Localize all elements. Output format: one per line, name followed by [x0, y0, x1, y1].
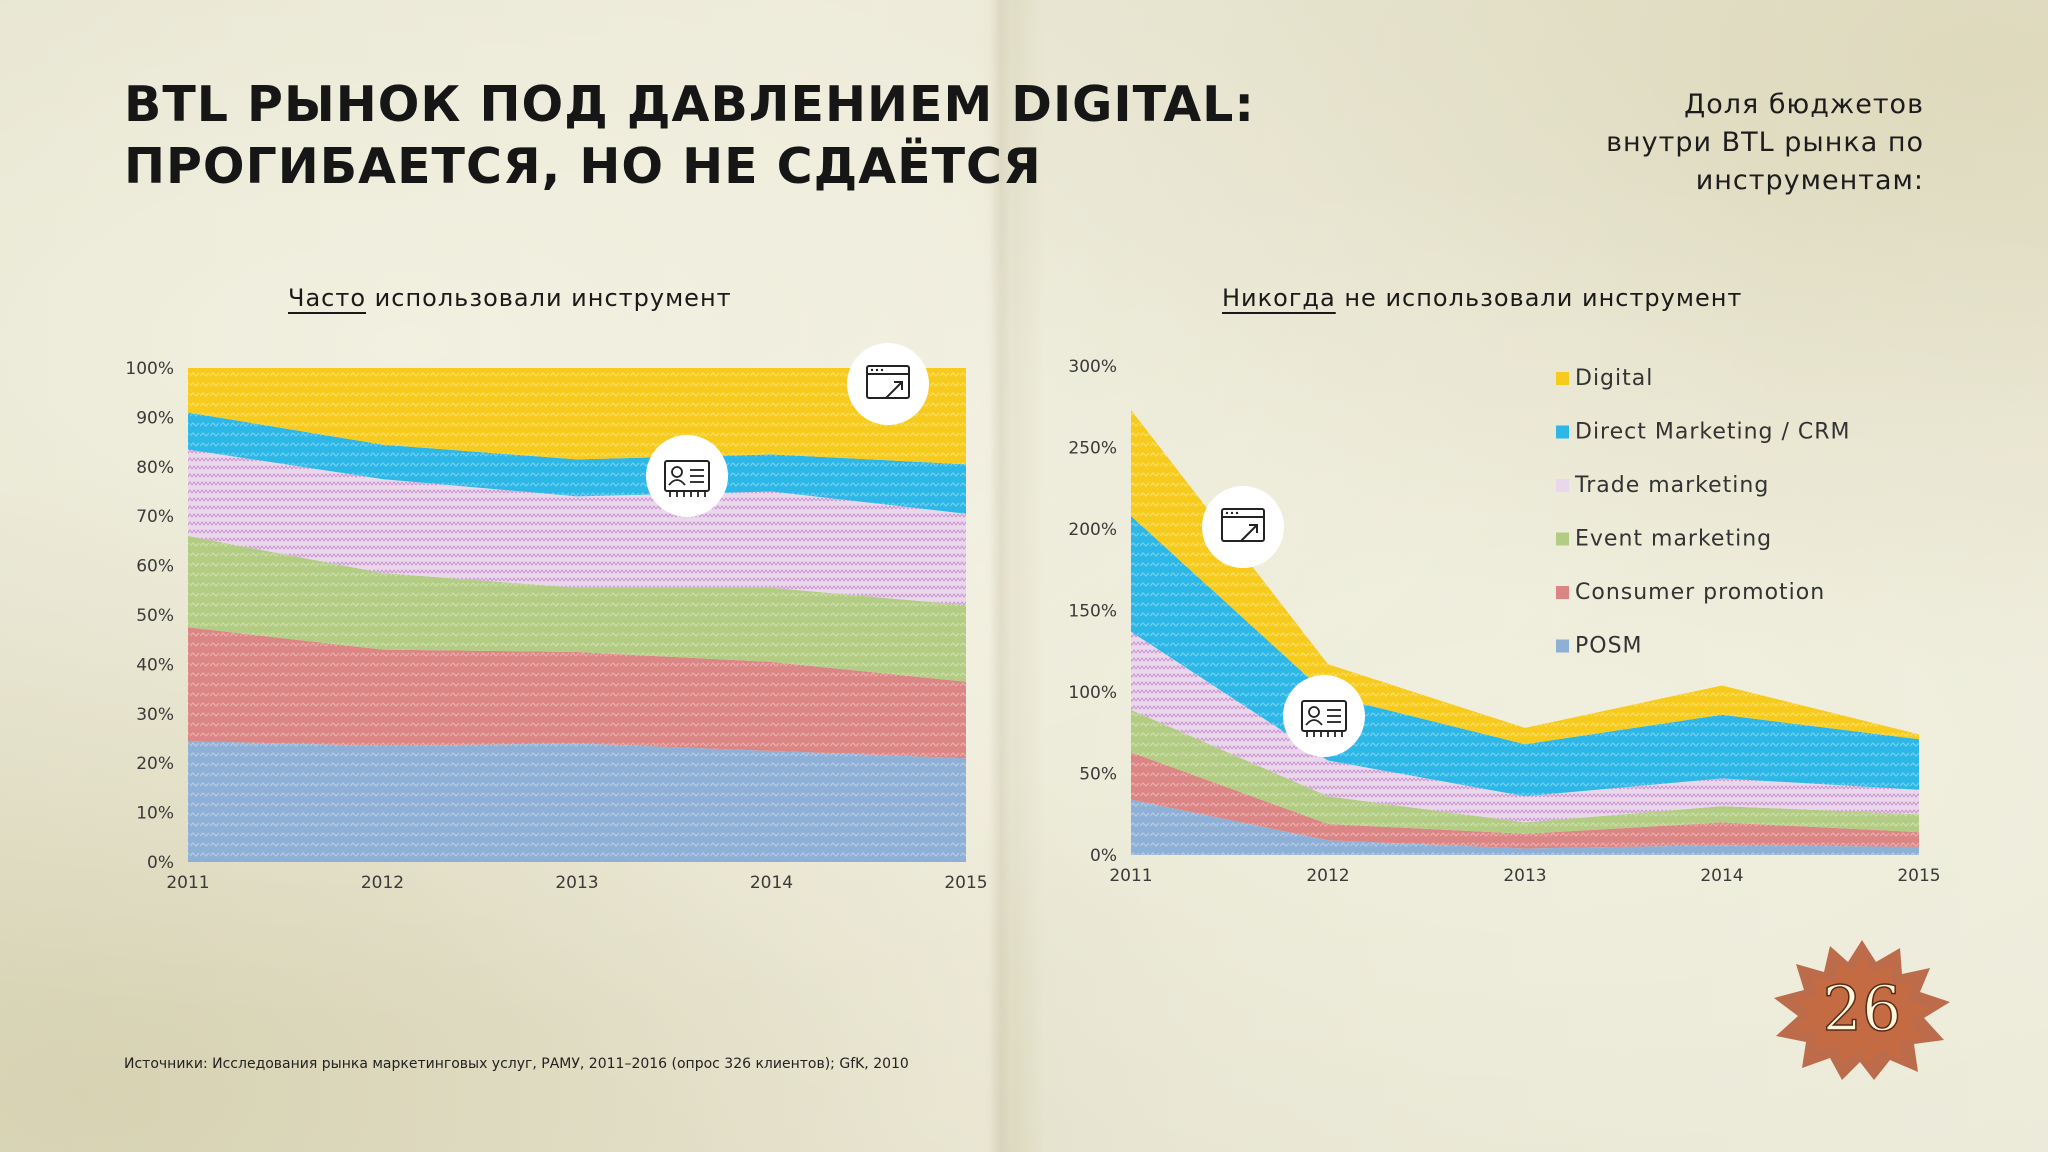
- left-xtick-label: 2011: [166, 873, 209, 893]
- left-xtick-label: 2015: [944, 873, 987, 893]
- title-line-2: ПРОГИБАЕТСЯ, НО НЕ СДАЁТСЯ: [124, 138, 1042, 195]
- legend-label-direct-marketing-crm: Direct Marketing / CRM: [1575, 420, 1851, 445]
- right-area-texture-trade-marketing: [1131, 631, 1919, 823]
- page-number: 26: [1823, 972, 1902, 1045]
- right-chart-title-emph: Никогда: [1222, 284, 1336, 312]
- legend-swatch-consumer-promotion: [1556, 586, 1569, 599]
- left-chart-title: Часто использовали инструмент: [288, 284, 732, 312]
- right-xtick-label: 2012: [1306, 866, 1349, 886]
- id-card-icon: [1283, 675, 1365, 757]
- legend-label-digital: Digital: [1575, 366, 1653, 391]
- legend-swatch-event-marketing: [1556, 532, 1569, 546]
- legend-swatch-direct-marketing-crm: [1556, 425, 1569, 439]
- right-chart-title-rest: не использовали инструмент: [1335, 284, 1743, 312]
- legend-label-trade-marketing: Trade marketing: [1574, 473, 1769, 498]
- left-ytick-label: 20%: [136, 754, 174, 774]
- left-xtick-label: 2012: [361, 873, 404, 893]
- left-area-texture-posm: [188, 741, 966, 862]
- right-xtick-label: 2011: [1109, 866, 1152, 886]
- right-area-texture-posm: [1131, 799, 1919, 855]
- left-xtick-label: 2014: [750, 873, 793, 893]
- id-card-icon: [646, 435, 728, 517]
- right-ytick-label: 50%: [1079, 765, 1117, 785]
- page-number-badge: 26: [1774, 940, 1950, 1080]
- subtitle-line-3: инструментам:: [1695, 165, 1924, 196]
- right-xtick-label: 2014: [1700, 866, 1743, 886]
- page-title: BTL РЫНОК ПОД ДАВЛЕНИЕМ DIGITAL: ПРОГИБА…: [124, 74, 1324, 198]
- left-area-texture-event-marketing: [188, 536, 966, 682]
- left-ytick-label: 10%: [136, 804, 174, 824]
- left-area-texture-direct-marketing-crm: [188, 412, 966, 514]
- legend-label-posm: POSM: [1575, 634, 1643, 659]
- left-ytick-label: 0%: [147, 853, 174, 873]
- left-ytick-label: 80%: [136, 458, 174, 478]
- left-ytick-label: 50%: [136, 606, 174, 626]
- left-xtick-label: 2013: [555, 873, 598, 893]
- left-area-texture-digital: [188, 368, 966, 465]
- left-area-chart: 0% 10% 20% 30% 40% 50% 60% 70% 80% 90% 100% 2011 201…: [125, 359, 987, 893]
- browser-cursor-icon: [1202, 486, 1284, 568]
- left-chart-title-emph: Часто: [288, 284, 367, 312]
- right-xtick-label: 2013: [1503, 866, 1546, 886]
- left-ytick-label: 90%: [136, 408, 174, 428]
- right-ytick-label: 300%: [1068, 357, 1117, 377]
- left-area-texture-consumer-promotion: [188, 627, 966, 759]
- legend-label-event-marketing: Event marketing: [1575, 527, 1772, 552]
- right-area-texture-event-marketing: [1131, 709, 1919, 834]
- subtitle: Доля бюджетов внутри BTL рынка по инстру…: [1504, 86, 1924, 200]
- left-area-texture-trade-marketing: [188, 449, 966, 606]
- right-area-texture-consumer-promotion: [1131, 752, 1919, 849]
- browser-cursor-icon: [847, 343, 929, 425]
- legend-swatch-digital: [1556, 372, 1569, 385]
- left-ytick-label: 30%: [136, 705, 174, 725]
- left-chart-title-rest: использовали инструмент: [366, 284, 732, 312]
- right-ytick-label: 0%: [1090, 846, 1117, 866]
- paper-fold: [990, 0, 1012, 1152]
- legend-swatch-trade-marketing: [1556, 479, 1569, 492]
- right-xtick-label: 2015: [1897, 866, 1940, 886]
- right-chart-title: Никогда не использовали инструмент: [1222, 284, 1742, 312]
- legend-swatch-posm: [1556, 639, 1569, 653]
- source-note: Источники: Исследования рынка маркетинго…: [124, 1056, 909, 1072]
- chart-legend: Digital Direct Marketing / CRM Trade marke…: [1556, 366, 1851, 659]
- right-ytick-label: 150%: [1068, 602, 1117, 622]
- chart-icons: [646, 343, 1365, 757]
- badge-burst-inner: [1794, 956, 1930, 1064]
- right-ytick-label: 100%: [1068, 683, 1117, 703]
- subtitle-line-2: внутри BTL рынка по: [1606, 127, 1924, 158]
- title-line-1: BTL РЫНОК ПОД ДАВЛЕНИЕМ DIGITAL:: [124, 76, 1255, 133]
- right-ytick-label: 200%: [1068, 520, 1117, 540]
- legend-label-consumer-promotion: Consumer promotion: [1575, 580, 1825, 605]
- left-ytick-label: 60%: [136, 557, 174, 577]
- left-ytick-label: 40%: [136, 655, 174, 675]
- subtitle-line-1: Доля бюджетов: [1684, 89, 1924, 120]
- right-ytick-label: 250%: [1068, 439, 1117, 459]
- left-ytick-label: 70%: [136, 507, 174, 527]
- left-ytick-label: 100%: [125, 359, 174, 379]
